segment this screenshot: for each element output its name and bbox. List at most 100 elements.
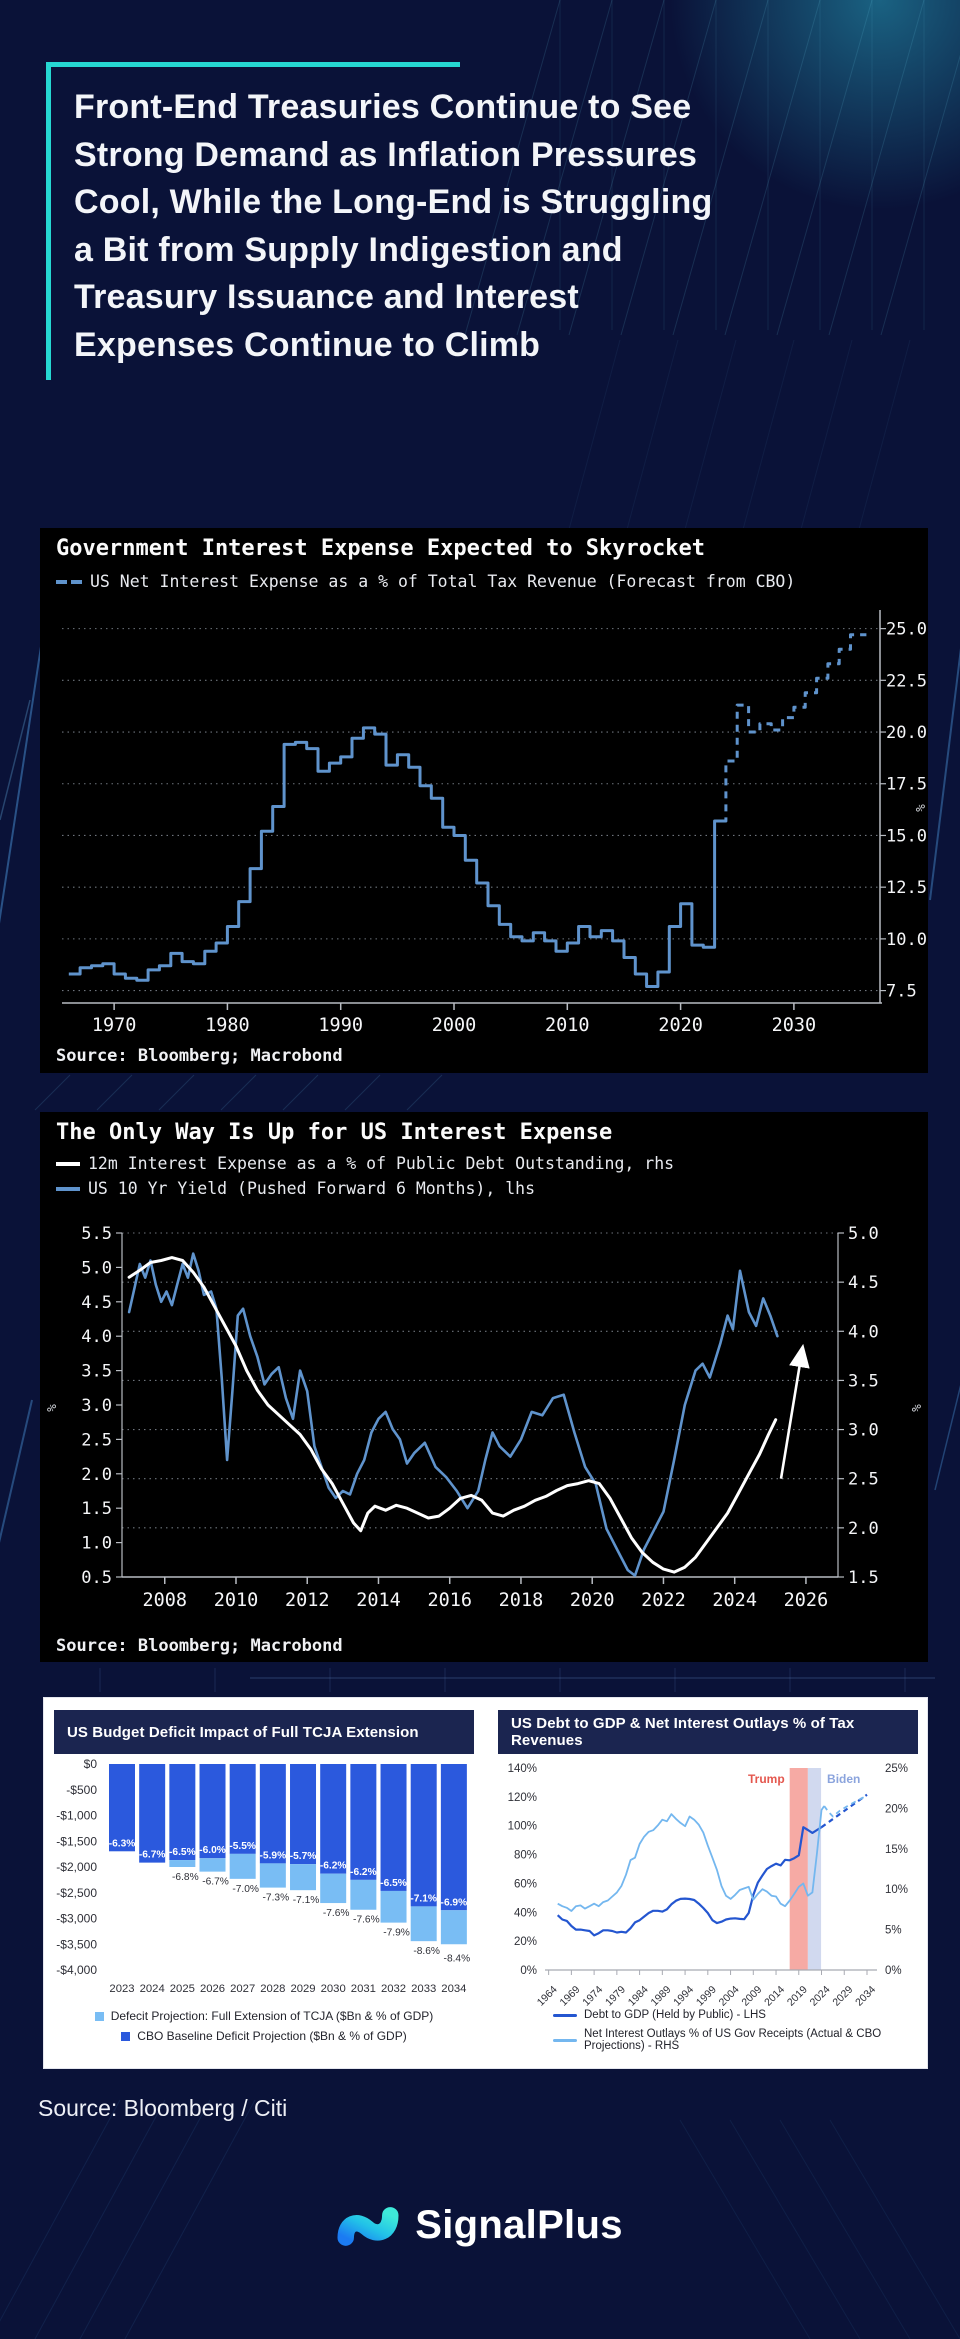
svg-text:3.0: 3.0 [848,1421,879,1441]
chart-title: US Debt to GDP & Net Interest Outlays % … [511,1715,855,1749]
chart-title: The Only Way Is Up for US Interest Expen… [56,1120,613,1145]
chart-source: Source: Bloomberg; Macrobond [56,1046,343,1066]
only-way-is-up-chart-panel: The Only Way Is Up for US Interest Expen… [40,1112,928,1662]
chart-title: Government Interest Expense Expected to … [56,536,706,561]
svg-text:2024: 2024 [140,1983,165,1995]
step-line-chart-svg: 7.5 10.0 12.5 15.0 17.5 20.0 22.5 25.0 1970 1980 1… [62,610,928,1036]
chart-legend-row: CBO Baseline Deficit Projection ($Bn & %… [49,2029,479,2043]
svg-text:10.0: 10.0 [886,930,927,950]
svg-text:12.5: 12.5 [886,878,927,898]
svg-text:1990: 1990 [318,1015,363,1036]
svg-text:2008: 2008 [142,1590,187,1611]
svg-text:-7.1%: -7.1% [293,1895,320,1906]
svg-text:-5.5%: -5.5% [229,1841,256,1852]
svg-text:-7.0%: -7.0% [232,1884,259,1895]
headline-accent-top-bar [46,62,460,67]
svg-text:-7.1%: -7.1% [410,1893,437,1904]
brand-logo: SignalPlus [0,2194,960,2256]
svg-text:-6.7%: -6.7% [139,1850,166,1861]
svg-text:2.5: 2.5 [848,1470,879,1490]
chart-legend: US Net Interest Expense as a % of Total … [56,572,795,591]
svg-text:Trump: Trump [748,1772,785,1786]
svg-text:2026: 2026 [200,1983,225,1995]
svg-text:5.0: 5.0 [848,1224,879,1244]
svg-text:2024: 2024 [712,1590,757,1611]
svg-text:2029: 2029 [830,1984,855,2006]
svg-text:3.5: 3.5 [848,1371,879,1391]
svg-text:2018: 2018 [499,1590,544,1611]
svg-text:1999: 1999 [694,1984,719,2006]
debt-to-gdp-chart-card: US Debt to GDP & Net Interest Outlays % … [493,1698,923,2068]
svg-text:-6.3%: -6.3% [109,1838,136,1849]
svg-text:4.5: 4.5 [848,1273,879,1293]
svg-text:-6.5%: -6.5% [380,1878,407,1889]
legend-label: Defecit Projection: Full Extension of TC… [110,2009,434,2023]
svg-text:0%: 0% [885,1965,902,1977]
svg-text:7.5: 7.5 [886,982,917,1002]
svg-text:%: % [909,1404,924,1412]
svg-text:20%: 20% [885,1803,908,1815]
svg-text:-7.6%: -7.6% [353,1915,380,1926]
svg-text:2010: 2010 [214,1590,259,1611]
svg-text:1989: 1989 [648,1984,673,2006]
svg-text:-6.7%: -6.7% [202,1877,229,1888]
svg-text:2010: 2010 [545,1015,590,1036]
svg-text:-$4,000: -$4,000 [56,1963,97,1977]
brand-name: SignalPlus [415,2202,623,2247]
svg-text:2012: 2012 [285,1590,330,1611]
headline-line: Cool, While the Long-End is Struggling [74,183,713,221]
svg-text:2.0: 2.0 [848,1519,879,1539]
svg-text:2024: 2024 [808,1984,833,2006]
svg-text:2030: 2030 [321,1983,346,1995]
svg-text:4.5: 4.5 [81,1293,112,1313]
svg-text:0%: 0% [520,1965,537,1977]
headline-line: Strong Demand as Inflation Pressures [74,135,698,174]
legend-swatch [94,2011,104,2021]
headline-line: Front-End Treasuries Continue to See [74,88,692,126]
svg-text:2027: 2027 [230,1983,255,1995]
headline-line: Treasury Issuance and Interest [74,278,579,316]
legend-swatch [553,2038,577,2042]
svg-text:2016: 2016 [427,1590,472,1611]
svg-text:2025: 2025 [170,1983,195,1995]
svg-text:2009: 2009 [739,1984,764,2006]
svg-text:-8.6%: -8.6% [413,1946,440,1957]
signalplus-wave-icon [337,2207,399,2246]
svg-text:1969: 1969 [557,1984,582,2006]
legend-label: US Net Interest Expense as a % of Total … [90,572,796,591]
headline-line: a Bit from Supply Indigestion and [74,230,623,269]
svg-text:120%: 120% [508,1792,537,1804]
svg-text:-6.5%: -6.5% [169,1847,196,1858]
footer-source: Source: Bloomberg / Citi [38,2095,288,2121]
svg-text:-6.2%: -6.2% [320,1861,347,1872]
svg-text:2020: 2020 [658,1015,703,1036]
svg-text:60%: 60% [514,1878,537,1890]
svg-text:2.5: 2.5 [81,1430,112,1450]
dashed-line-legend-swatch [56,579,82,584]
svg-text:2028: 2028 [260,1983,285,1995]
solid-line-legend-swatch [56,1186,80,1191]
chart-legend-row: Net Interest Outlays % of US Gov Receipt… [553,2028,923,2052]
svg-text:-$2,500: -$2,500 [56,1886,97,1900]
debt-gdp-line-chart-svg: Trump Biden 140% 120% 100% 80% 60% 40% 20% 0% 25% 2… [508,1763,908,2006]
legend-label: CBO Baseline Deficit Projection ($Bn & %… [137,2029,407,2043]
svg-text:2019: 2019 [785,1984,810,2006]
svg-text:20.0: 20.0 [886,723,927,743]
svg-text:-6.9%: -6.9% [441,1897,468,1908]
dual-axis-line-chart-svg: 5.5 5.0 4.5 4.0 3.5 3.0 2.5 2.0 1.5 1.0 0.5 5.0 4.5 4… [44,1224,924,1611]
legend-swatch [553,2013,577,2017]
solid-line-legend-swatch [56,1161,80,1166]
svg-text:15%: 15% [885,1844,908,1856]
headline-line: Expenses Continue to Climb [74,325,541,364]
svg-text:1.5: 1.5 [81,1499,112,1519]
svg-text:2014: 2014 [356,1590,401,1611]
svg-text:2029: 2029 [290,1983,315,1995]
svg-text:20%: 20% [514,1936,537,1948]
svg-text:2031: 2031 [351,1983,376,1995]
svg-text:100%: 100% [508,1821,537,1833]
svg-text:$0: $0 [84,1757,98,1771]
svg-text:-$1,500: -$1,500 [56,1834,97,1848]
svg-text:80%: 80% [514,1850,537,1862]
svg-text:1974: 1974 [580,1984,605,2006]
